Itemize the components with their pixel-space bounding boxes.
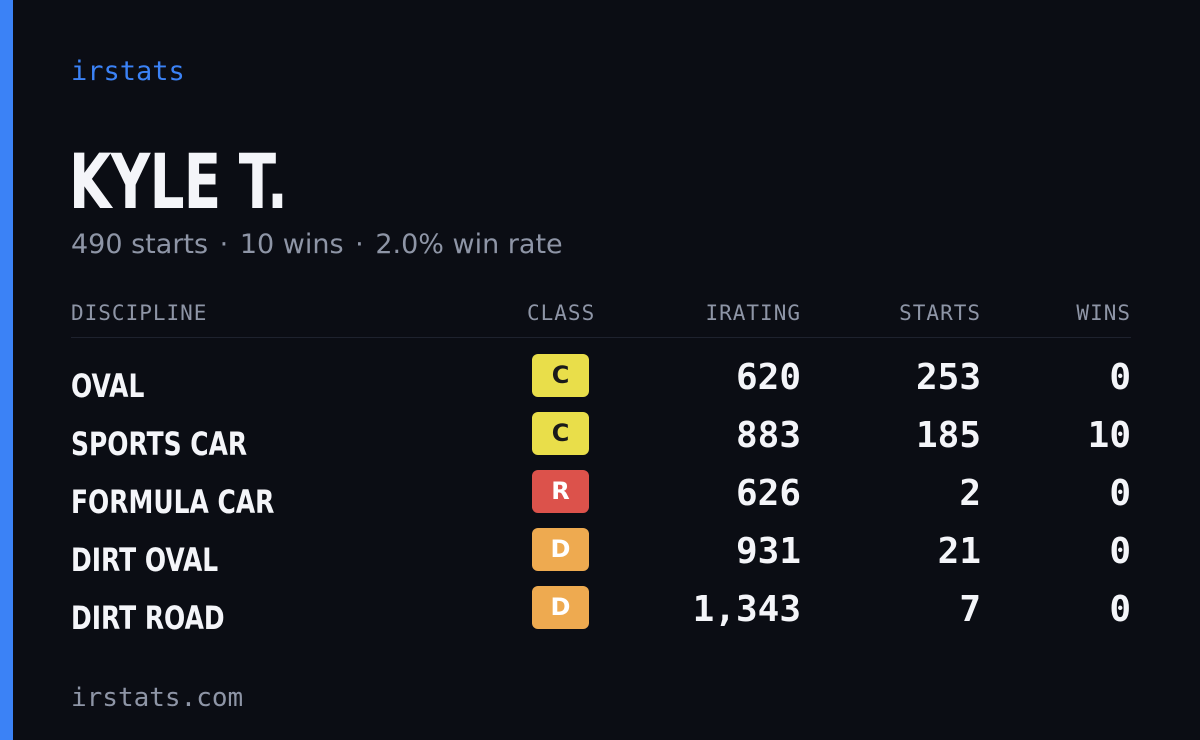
- table-body: OVAL C 620 253 0 SPORTS CAR C 883 185 10…: [71, 350, 1131, 640]
- irating-value: 626: [735, 473, 801, 514]
- license-class-badge: R: [532, 470, 589, 513]
- summary-separator: ·: [219, 229, 229, 260]
- table-row: OVAL C 620 253 0: [71, 350, 1131, 408]
- discipline-name: DIRT OVAL: [71, 541, 219, 579]
- starts-value: 2: [959, 473, 981, 514]
- wins-value: 0: [1109, 531, 1131, 572]
- discipline-name: SPORTS CAR: [71, 425, 248, 463]
- accent-bar: [0, 0, 13, 740]
- table-row: SPORTS CAR C 883 185 10: [71, 408, 1131, 466]
- summary-win-rate: 2.0% win rate: [375, 229, 563, 260]
- table-row: DIRT OVAL D 931 21 0: [71, 524, 1131, 582]
- table-row: FORMULA CAR R 626 2 0: [71, 466, 1131, 524]
- starts-value: 185: [915, 415, 981, 456]
- irating-value: 883: [735, 415, 801, 456]
- irating-value: 931: [735, 531, 801, 572]
- driver-summary: 490 starts · 10 wins · 2.0% win rate: [71, 228, 563, 262]
- table-row: DIRT ROAD D 1,343 7 0: [71, 582, 1131, 640]
- summary-starts: 490 starts: [71, 229, 209, 260]
- starts-value: 21: [937, 531, 981, 572]
- header-discipline: DISCIPLINE: [71, 301, 208, 325]
- footer-url: irstats.com: [71, 683, 244, 713]
- license-class-badge: D: [532, 528, 589, 571]
- table-header: DISCIPLINE CLASS IRATING STARTS WINS: [71, 298, 1131, 328]
- discipline-name: FORMULA CAR: [71, 483, 275, 521]
- header-irating: IRATING: [705, 301, 801, 325]
- header-divider: [71, 337, 1131, 338]
- starts-value: 7: [959, 589, 981, 630]
- brand-logo: irstats: [71, 56, 185, 87]
- starts-value: 253: [915, 357, 981, 398]
- wins-value: 0: [1109, 589, 1131, 630]
- license-class-badge: C: [532, 412, 589, 455]
- irating-value: 1,343: [692, 589, 801, 630]
- discipline-name: OVAL: [71, 367, 145, 405]
- irating-value: 620: [735, 357, 801, 398]
- header-starts: STARTS: [899, 301, 981, 325]
- license-class-badge: D: [532, 586, 589, 629]
- wins-value: 10: [1087, 415, 1131, 456]
- discipline-name: DIRT ROAD: [71, 599, 225, 637]
- header-class: CLASS: [527, 301, 596, 325]
- wins-value: 0: [1109, 357, 1131, 398]
- license-class-badge: C: [532, 354, 589, 397]
- summary-separator: ·: [355, 229, 364, 260]
- wins-value: 0: [1109, 473, 1131, 514]
- summary-wins: 10 wins: [239, 229, 344, 260]
- header-wins: WINS: [1076, 301, 1131, 325]
- driver-name: KYLE T.: [69, 137, 288, 226]
